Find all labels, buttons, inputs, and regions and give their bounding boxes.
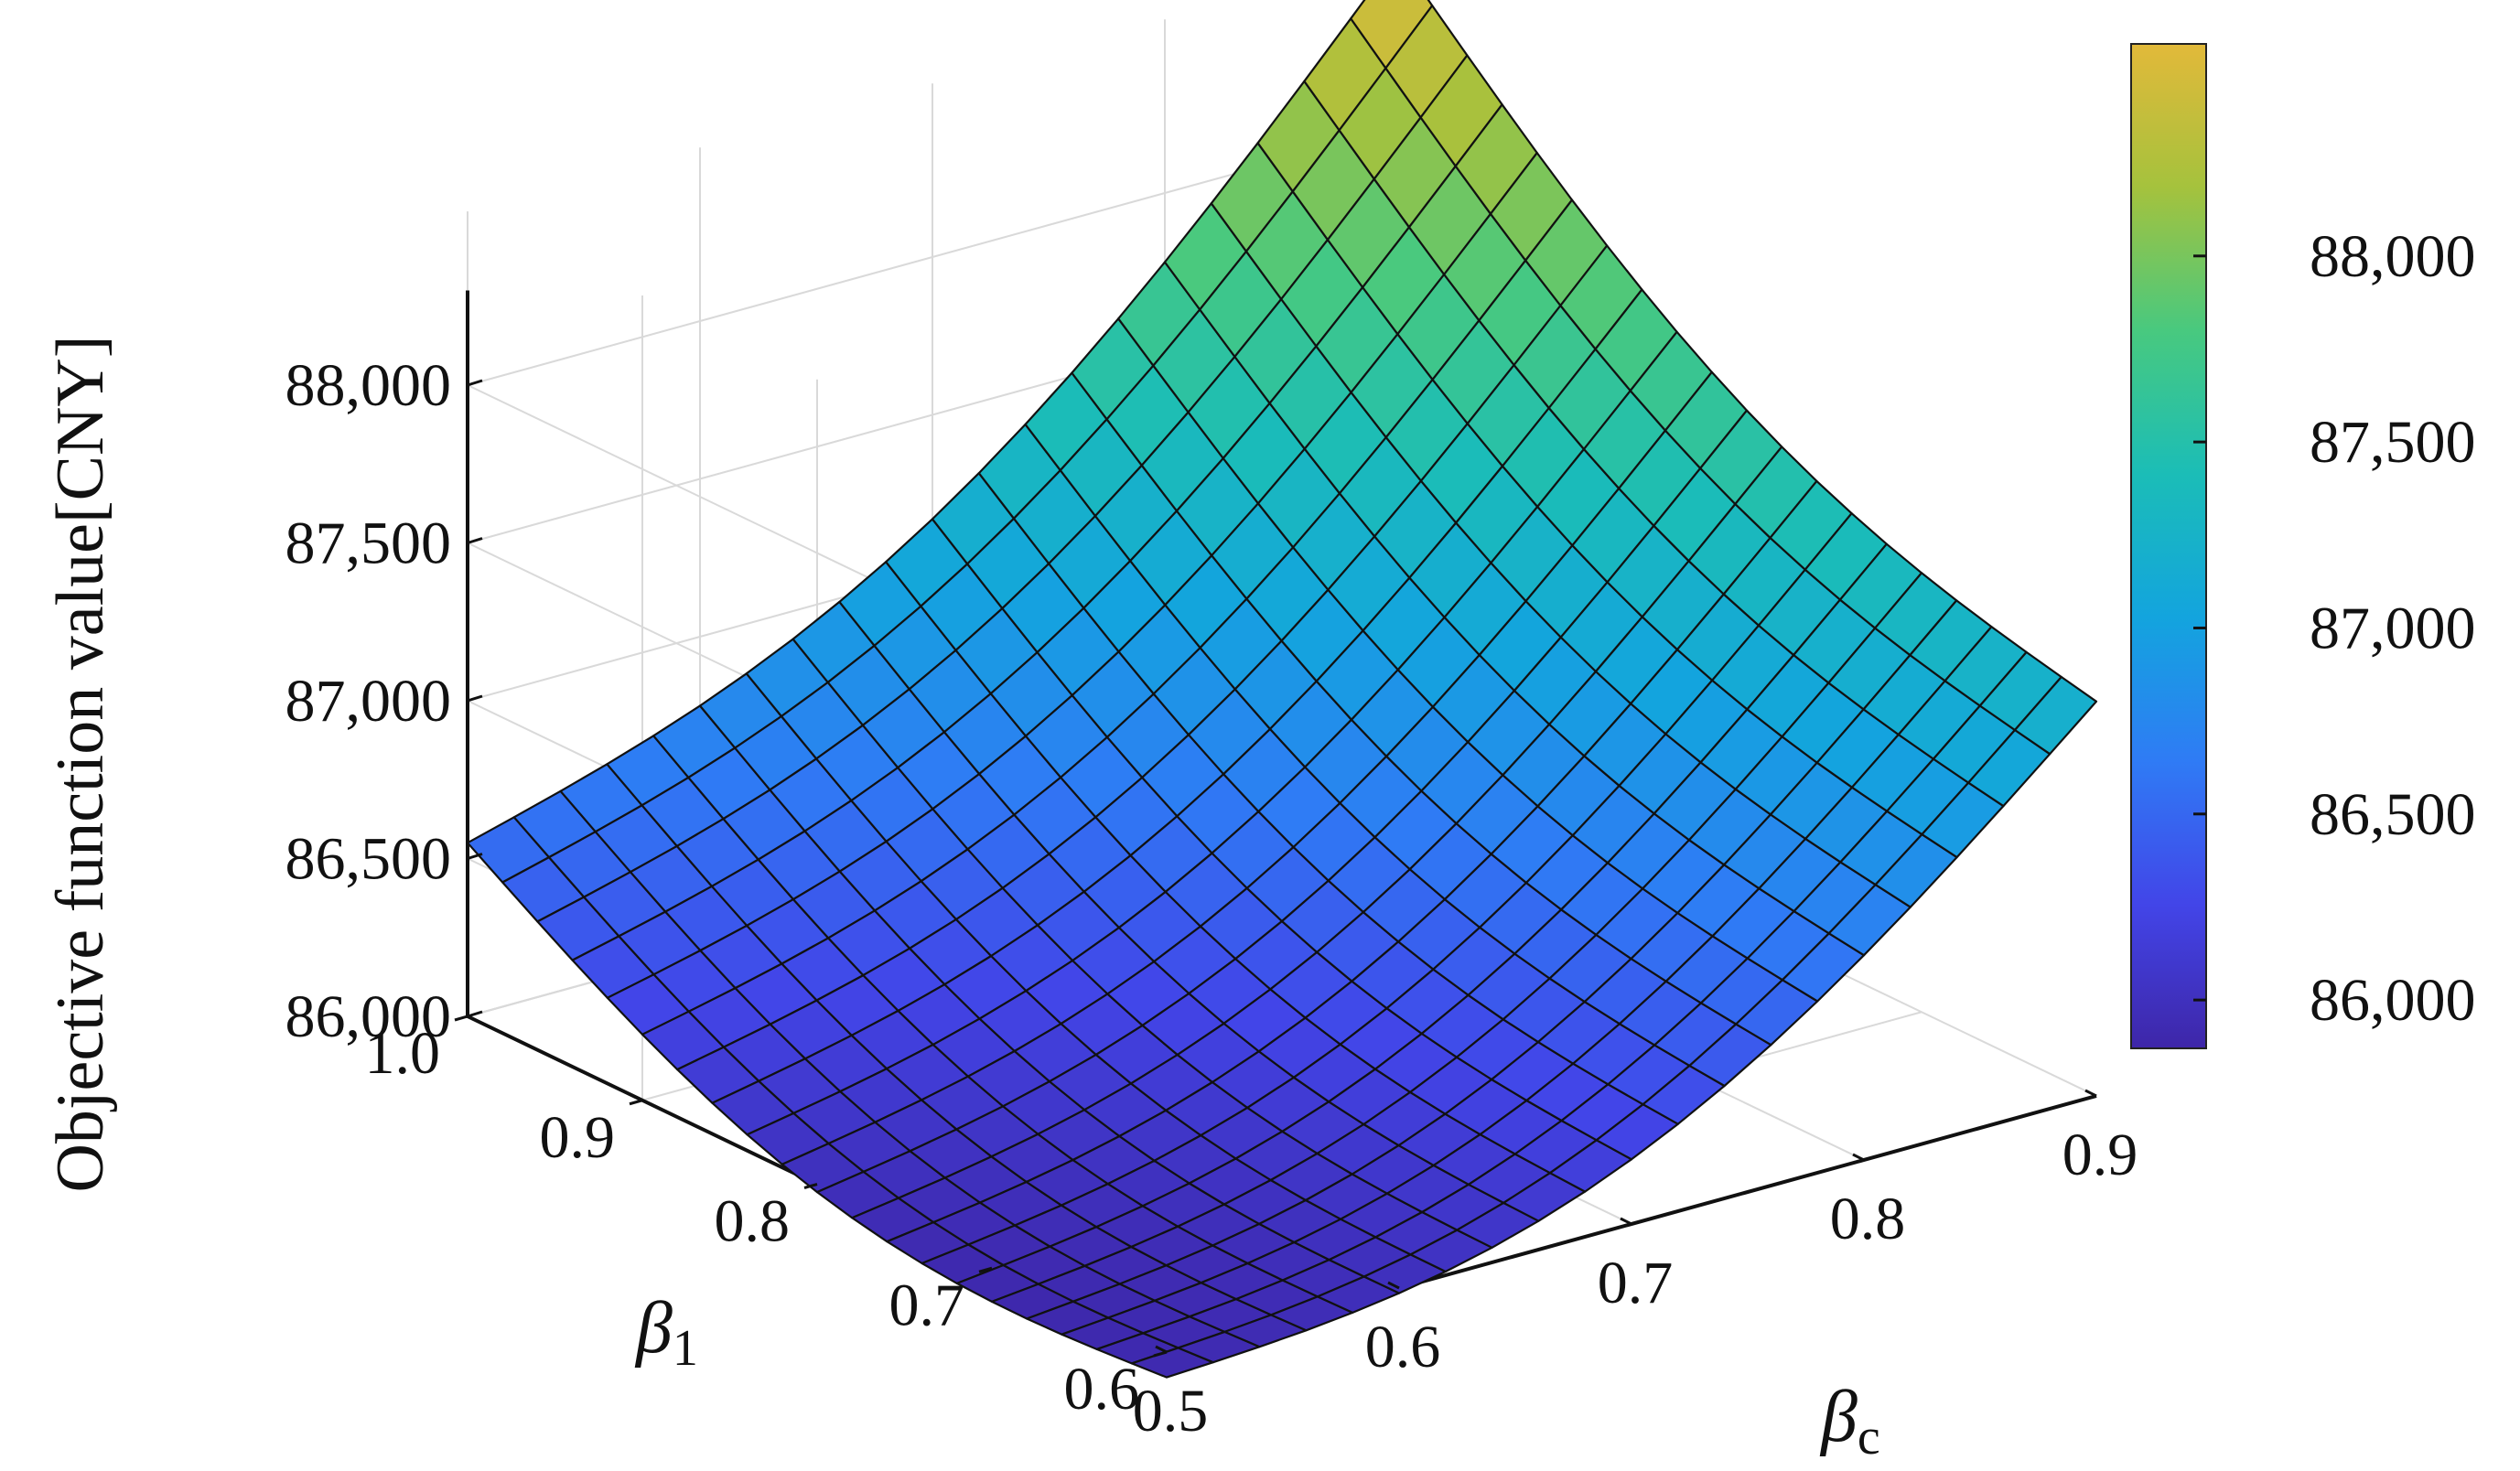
z-tick-mark: [467, 853, 483, 860]
z-tick-label: 88,000: [285, 352, 452, 419]
colorbar-tick-label: 87,000: [2310, 595, 2476, 661]
colorbar-tick-label: 87,500: [2310, 409, 2476, 476]
x-tick-label: 0.7: [1598, 1250, 1674, 1316]
z-tick-mark: [467, 1010, 483, 1018]
colorbar: [2130, 43, 2207, 1049]
x-tick-mark: [1852, 1153, 1865, 1162]
colorbar-tick-label: 88,000: [2310, 223, 2476, 290]
x-axis-label-subscript: c: [1858, 1409, 1880, 1466]
colorbar-tick-label: 86,000: [2310, 967, 2476, 1034]
x-tick-label: 0.5: [1133, 1378, 1209, 1444]
tick-labels: 86,000 86,500 87,000 87,500 88,000 0.6 0.7 0.8 0…: [285, 352, 2138, 1444]
y-axis-label-symbol: β: [634, 1288, 673, 1369]
y-tick-label: 0.6: [1064, 1356, 1140, 1423]
surface-patch: [2013, 675, 2098, 756]
x-tick-label: 0.8: [1830, 1186, 1906, 1252]
y-tick-mark: [1153, 1350, 1168, 1358]
y-axis-label-subscript: 1: [673, 1320, 698, 1377]
y-tick-label: 0.7: [889, 1272, 965, 1338]
y-tick-mark: [803, 1183, 818, 1189]
x-axis-label: βc: [1819, 1377, 1880, 1466]
z-axis-label: Objective function value[CNY]: [43, 335, 118, 1192]
x-tick-mark: [1387, 1281, 1400, 1290]
y-tick-mark: [629, 1099, 643, 1106]
x-axis-label-symbol: β: [1819, 1377, 1858, 1457]
x-tick-label: 0.9: [2062, 1122, 2138, 1188]
x-tick-mark: [2084, 1089, 2097, 1098]
z-tick-label: 87,000: [285, 668, 452, 735]
z-tick-label: 87,500: [285, 510, 452, 577]
y-tick-label: 0.8: [715, 1188, 791, 1255]
z-tick-mark: [467, 379, 483, 387]
y-tick-label: 1.0: [365, 1020, 441, 1087]
surface: [466, 0, 2098, 1379]
x-tick-mark: [1620, 1217, 1632, 1226]
z-tick-mark: [467, 694, 483, 703]
x-tick-label: 0.6: [1365, 1314, 1441, 1380]
y-axis-label: β1: [634, 1288, 698, 1377]
y-tick-label: 0.9: [540, 1104, 616, 1171]
colorbar-tick-label: 86,500: [2310, 781, 2476, 848]
y-tick-mark: [454, 1015, 468, 1022]
z-tick-label: 86,500: [285, 826, 452, 893]
y-tick-mark: [978, 1266, 993, 1273]
z-tick-label: 86,000: [285, 983, 452, 1050]
x-tick-mark: [1155, 1345, 1168, 1354]
z-tick-mark: [467, 537, 483, 544]
colorbar-ticks: 86,000 86,500 87,000 87,500 88,000: [2193, 223, 2476, 1034]
